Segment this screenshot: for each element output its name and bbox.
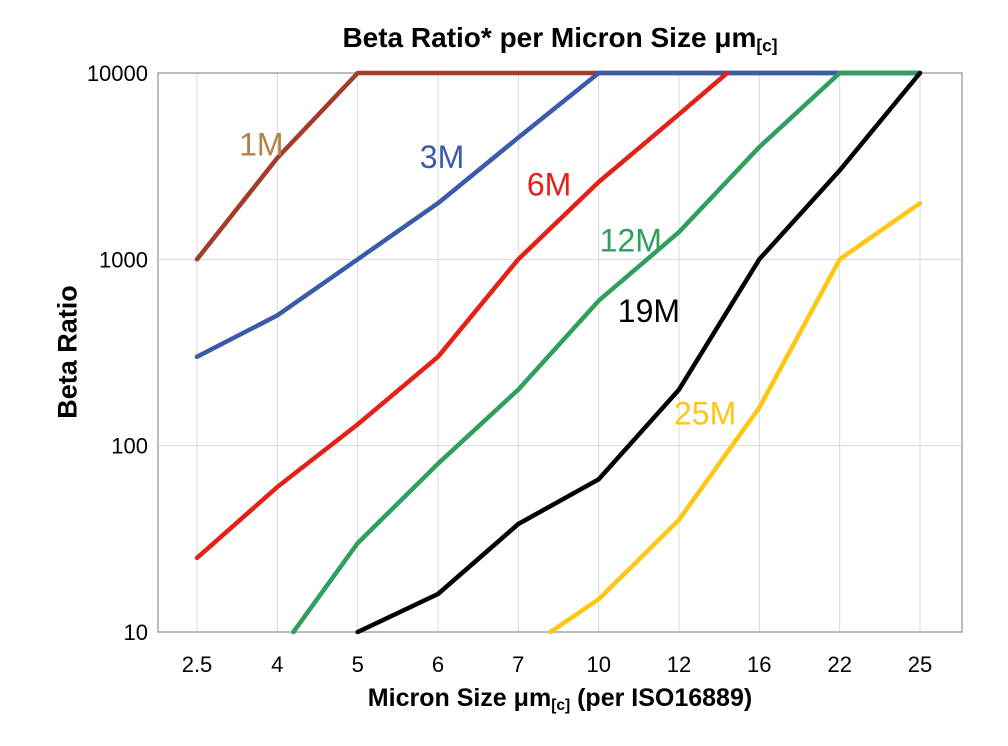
series-label-1M: 1M [239,127,283,163]
x-tick-6: 6 [432,652,444,677]
x-tick-7: 7 [512,652,524,677]
x-axis-title-text: Micron Size [367,684,514,712]
series-line-6M [194,70,730,561]
series-line-19M [355,70,923,635]
x-tick-5: 5 [352,652,364,677]
x-tick-16: 16 [747,652,771,677]
series-line-12M [291,70,923,635]
y-tick-10000: 10000 [87,61,148,86]
series-line-3M [194,70,923,360]
x-axis-title-suffix: (per ISO16889) [570,684,753,712]
x-tick-22: 22 [827,652,851,677]
x-axis-title-unit: μm [513,684,552,712]
chart-title: Beta Ratio* per Micron Size μm[c] [158,22,962,56]
series-label-6M: 6M [527,167,571,203]
x-axis-title-subscript: [c] [551,696,571,714]
series-label-19M: 19M [618,293,680,329]
series-lines [194,70,923,635]
series-label-3M: 3M [420,139,464,175]
y-tick-labels: 10 100 1000 10000 [87,61,148,645]
x-axis-title: Micron Size μm[c] (per ISO16889) [158,684,962,715]
chart-title-text: Beta Ratio* per Micron Size [342,22,715,53]
series-labels: 1M 3M 6M 12M 19M 25M [239,127,736,432]
y-tick-100: 100 [111,434,148,459]
chart-title-subscript: [c] [756,35,778,56]
gridlines [158,73,962,632]
x-tick-25: 25 [908,652,932,677]
series-line-25M [548,200,923,635]
x-tick-2.5: 2.5 [182,652,213,677]
series-label-25M: 25M [674,395,736,431]
y-tick-10: 10 [124,620,148,645]
series-label-12M: 12M [600,223,662,259]
x-tick-4: 4 [271,652,283,677]
x-tick-12: 12 [667,652,691,677]
y-tick-1000: 1000 [99,247,148,272]
chart-title-unit: μm [714,22,757,53]
x-tick-labels: 2.5 4 5 6 7 10 12 16 22 25 [182,652,933,677]
x-tick-10: 10 [586,652,610,677]
